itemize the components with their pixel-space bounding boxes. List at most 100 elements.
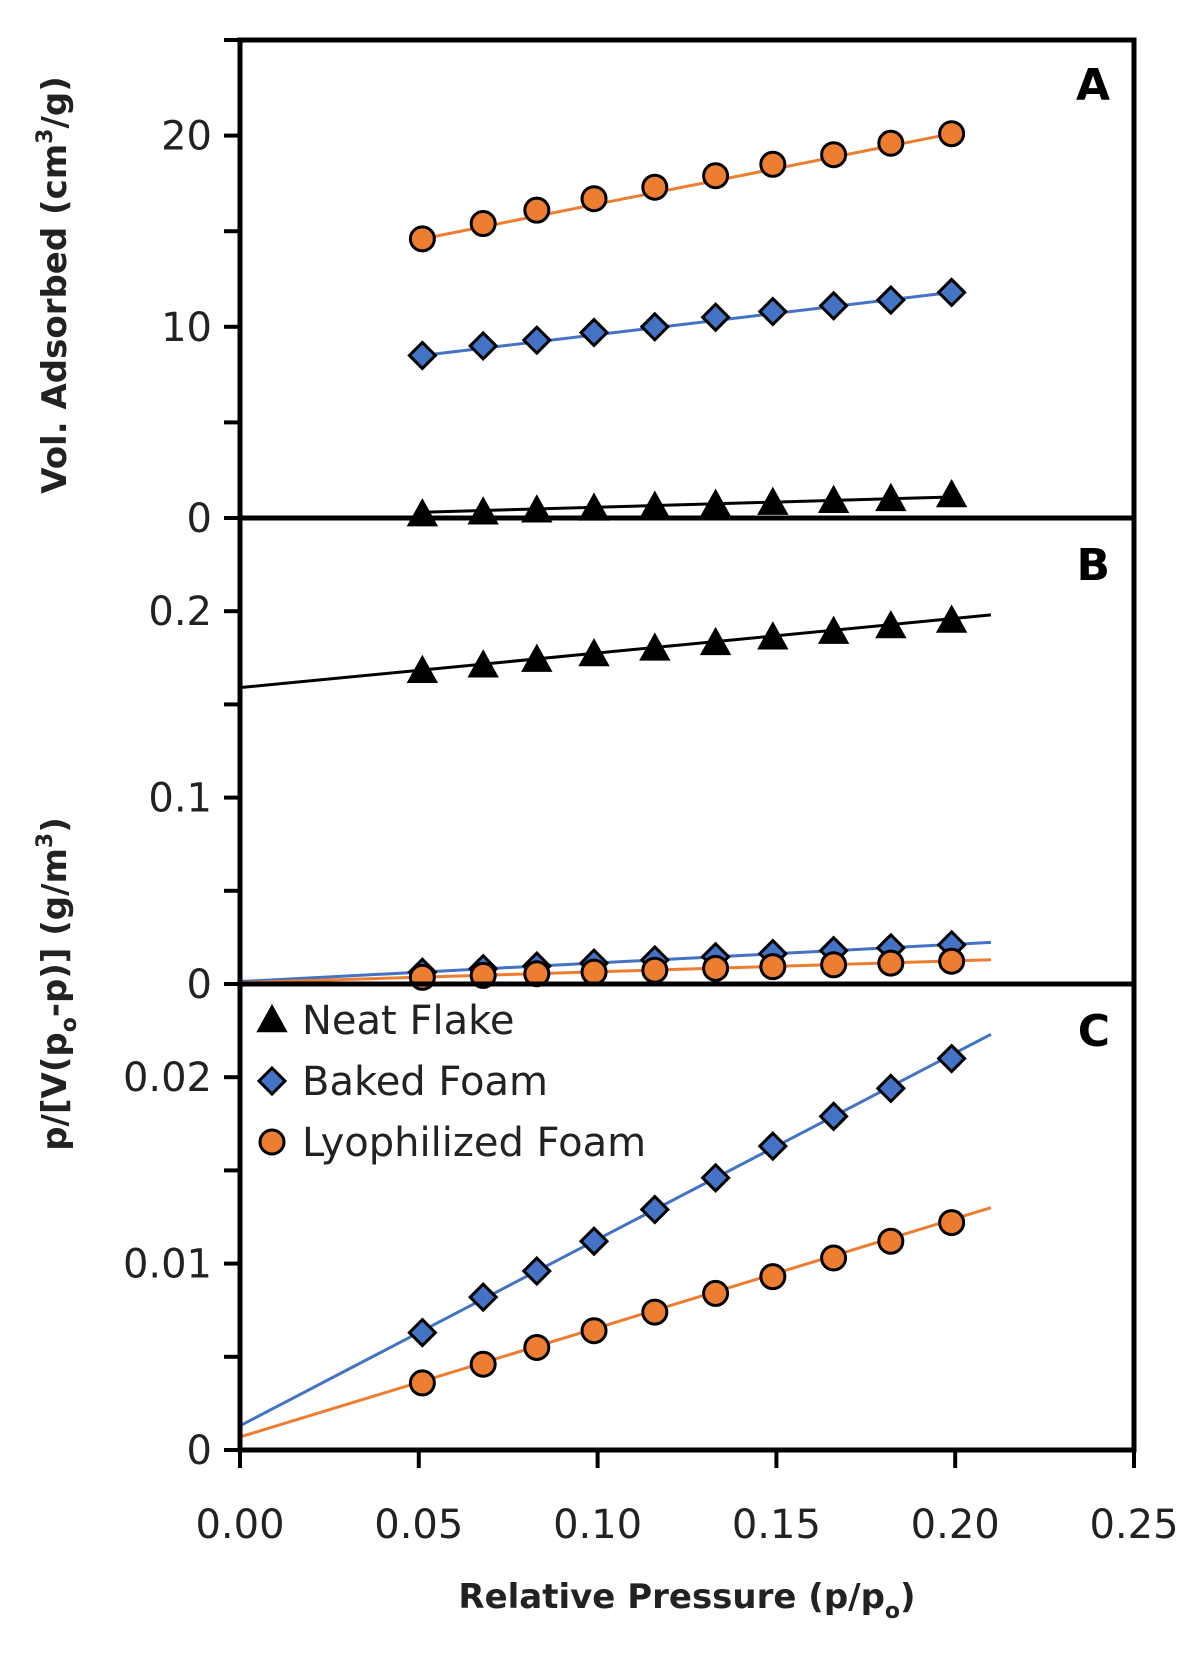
panel-b-point-neat — [467, 649, 499, 678]
x-tick-label: 0.20 — [911, 1502, 1000, 1548]
panel-a-point-lyo — [408, 225, 436, 253]
panel-b-point-lyo — [469, 961, 497, 989]
panel-a-point-lyo — [938, 120, 966, 148]
panel-a-point-neat — [935, 478, 968, 508]
panel-b-point-lyo — [641, 956, 669, 984]
panel-b-point-neat — [757, 621, 789, 650]
panel-b-y-title-end: ) — [35, 817, 75, 833]
panel-c-y-tick-label: 0 — [187, 1428, 212, 1474]
panel-a-point-lyo — [877, 129, 905, 157]
x-tick-label: 0.10 — [553, 1502, 642, 1548]
panel-b-y-tick-label: 0 — [187, 962, 212, 1008]
panel-a-y-title-end: /g) — [35, 76, 75, 128]
panel-b-point-neat — [817, 615, 850, 644]
panel-a-point-lyo — [469, 210, 497, 238]
panel-a-point-neat — [875, 482, 907, 512]
panel-c-point-lyo — [820, 1244, 848, 1272]
panel-c-point-lyo — [877, 1227, 905, 1255]
panel-a-point-baked — [407, 340, 438, 371]
legend-lyo-label: Lyophilized Foam — [302, 1120, 646, 1166]
panel-b-fit-lyo — [239, 958, 992, 985]
panel-a-y-ticks: 0 10 20 — [161, 38, 240, 542]
panel-b-point-lyo — [938, 947, 966, 975]
panel-c-point-lyo — [702, 1279, 730, 1307]
panel-a-point-lyo — [820, 141, 848, 169]
panel-b-point-lyo — [759, 953, 787, 981]
x-axis-title-main: Relative Pressure (p/p — [458, 1577, 885, 1617]
panel-c-markers — [407, 1043, 967, 1397]
panel-a-y-tick-label: 20 — [161, 114, 212, 160]
panel-a-y-title-main: Vol. Adsorbed (cm — [35, 144, 75, 494]
panel-b-y-title-sup: 3 — [33, 833, 58, 848]
panel-a-fit-baked — [422, 290, 952, 357]
legend-lyo-marker — [258, 1128, 286, 1156]
panel-a-point-baked — [521, 325, 552, 356]
panel-c-point-baked — [521, 1255, 552, 1287]
panel-c-point-baked — [639, 1194, 670, 1225]
panel-b-fit-neat — [239, 613, 992, 690]
x-tick-label: 0.00 — [195, 1502, 284, 1548]
panel-b-y-tick-label: 0.1 — [148, 776, 212, 822]
legend: Neat Flake Baked Foam Lyophilized Foam — [256, 998, 646, 1166]
panel-a-label: A — [1076, 60, 1110, 111]
panel-a-point-baked — [818, 290, 849, 321]
x-tick-label: 0.05 — [374, 1502, 463, 1548]
panel-b-point-neat — [578, 638, 610, 667]
panel-b-point-neat — [639, 632, 671, 661]
panel-b: 0 0.1 0.2 B — [148, 515, 1137, 1008]
legend-neat-label: Neat Flake — [302, 998, 514, 1044]
panel-a-fit-lyo — [422, 132, 952, 241]
panel-a-y-tick-label: 10 — [161, 305, 212, 351]
panel-a-point-baked — [757, 296, 788, 327]
panel-c-fit-lines — [239, 1032, 992, 1439]
panel-b-y-title-mid: -p)] (g/m — [35, 848, 75, 1017]
panel-a-y-title-sup: 3 — [33, 129, 58, 144]
panel-a: 0 10 20 A — [161, 37, 1137, 542]
panel-a-point-baked — [936, 277, 967, 308]
panel-c-point-baked — [407, 1317, 438, 1348]
panel-a-point-neat — [521, 494, 553, 523]
panel-a-point-neat — [757, 486, 789, 515]
panel-a-markers — [406, 120, 968, 527]
panel-c-point-lyo — [938, 1209, 966, 1237]
panel-b-fit-baked — [239, 940, 992, 984]
x-axis-ticks: 0.00 0.05 0.10 0.15 0.20 0.25 — [195, 1450, 1179, 1548]
panel-c-label: C — [1078, 1006, 1110, 1057]
panel-b-point-lyo — [820, 951, 848, 979]
panel-c-point-baked — [757, 1131, 788, 1162]
panel-a-point-baked — [578, 317, 610, 348]
panel-a-point-lyo — [702, 162, 730, 190]
panel-c-point-lyo — [641, 1298, 669, 1326]
panel-a-point-neat — [817, 484, 850, 513]
panel-a-fit-neat — [422, 495, 952, 514]
panel-c-fit-lyo — [239, 1206, 992, 1439]
legend-baked-label: Baked Foam — [302, 1059, 548, 1105]
panel-c-point-baked — [700, 1162, 731, 1193]
panel-c-fit-baked — [239, 1032, 992, 1428]
panel-a-fit-lines — [422, 132, 952, 514]
panel-c-point-lyo — [408, 1369, 436, 1397]
panel-c-y-tick-label: 0.01 — [123, 1242, 212, 1288]
panel-a-point-baked — [700, 302, 731, 333]
panel-a-point-baked — [875, 284, 906, 316]
panel-a-point-lyo — [641, 173, 669, 201]
panel-b-y-tick-label: 0.2 — [148, 589, 212, 635]
panel-b-point-neat — [406, 654, 439, 684]
panel-a-point-lyo — [523, 196, 551, 224]
panel-c-point-baked — [818, 1101, 849, 1132]
panel-c-point-lyo — [759, 1263, 787, 1291]
panel-b-markers — [406, 604, 968, 991]
panel-b-point-neat — [875, 610, 907, 639]
panel-b-y-ticks: 0 0.1 0.2 — [148, 516, 240, 1008]
x-axis-title-sub: o — [885, 1599, 900, 1624]
x-axis-title-end: ) — [900, 1577, 916, 1617]
panel-b-y-title-main: p/[V(p — [35, 1032, 75, 1151]
panel-b-label: B — [1076, 540, 1110, 591]
panel-c-point-baked — [936, 1043, 967, 1074]
panel-a-y-axis-title: Vol. Adsorbed (cm3/g) — [33, 76, 75, 494]
panel-b-y-title-sub: o — [57, 1017, 82, 1032]
panel-c-point-lyo — [580, 1317, 608, 1345]
panel-c-point-baked — [468, 1282, 499, 1313]
panel-b-point-neat — [521, 643, 553, 672]
